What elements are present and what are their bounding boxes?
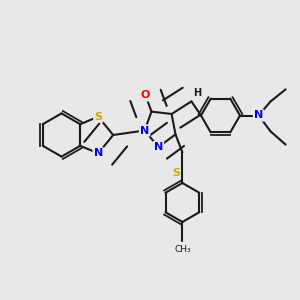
Text: H: H [193, 88, 201, 98]
Text: N: N [94, 148, 103, 158]
Text: O: O [141, 90, 150, 100]
Text: N: N [154, 142, 163, 152]
Text: N: N [140, 125, 149, 136]
Text: CH₃: CH₃ [174, 245, 191, 254]
Text: S: S [94, 112, 102, 122]
Text: N: N [254, 110, 263, 121]
Text: S: S [172, 167, 180, 178]
